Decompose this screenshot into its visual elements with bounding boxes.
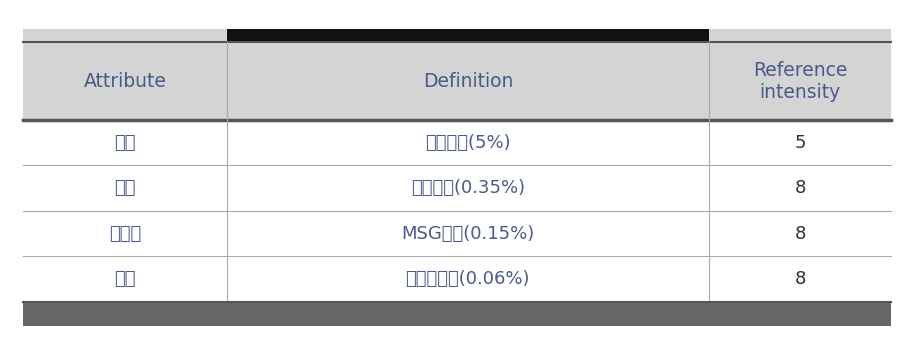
Bar xyxy=(709,120,891,165)
Bar xyxy=(23,211,227,256)
Text: Reference
intensity: Reference intensity xyxy=(753,61,847,101)
Text: 8: 8 xyxy=(794,225,805,243)
Bar xyxy=(227,256,709,302)
Text: 소금용액(0.35%): 소금용액(0.35%) xyxy=(410,179,525,197)
Text: 8: 8 xyxy=(794,270,805,288)
Bar xyxy=(23,42,227,120)
Text: 단맛: 단맛 xyxy=(114,134,135,152)
Text: 구연산용액(0.06%): 구연산용액(0.06%) xyxy=(406,270,530,288)
Bar xyxy=(23,166,227,211)
Text: 설탕용액(5%): 설탕용액(5%) xyxy=(425,134,511,152)
Bar xyxy=(709,42,891,120)
Bar xyxy=(227,211,709,256)
Text: 8: 8 xyxy=(794,179,805,197)
Bar xyxy=(227,29,709,42)
Text: 짠맛: 짠맛 xyxy=(114,179,135,197)
Text: Definition: Definition xyxy=(422,72,513,91)
Bar xyxy=(709,256,891,302)
Text: 5: 5 xyxy=(794,134,806,152)
Bar xyxy=(227,42,709,120)
Text: 신맛: 신맛 xyxy=(114,270,135,288)
Bar xyxy=(709,166,891,211)
Bar xyxy=(227,120,709,165)
Bar xyxy=(709,211,891,256)
Text: MSG용액(0.15%): MSG용액(0.15%) xyxy=(401,225,535,243)
Bar xyxy=(23,302,891,326)
Bar xyxy=(23,29,891,42)
Bar xyxy=(23,120,227,165)
Bar xyxy=(23,256,227,302)
Text: Attribute: Attribute xyxy=(83,72,166,91)
Bar xyxy=(227,166,709,211)
Text: 감칠맛: 감칠맛 xyxy=(109,225,141,243)
